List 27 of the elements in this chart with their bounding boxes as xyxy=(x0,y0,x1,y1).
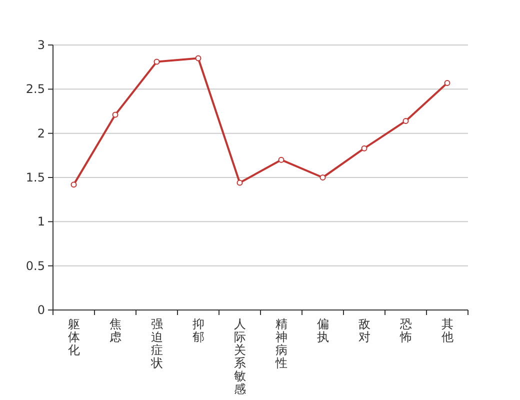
x-tick-label: 偏执 xyxy=(316,317,329,344)
point xyxy=(320,174,326,180)
point xyxy=(278,156,284,163)
point xyxy=(154,58,160,65)
point xyxy=(402,118,409,124)
point xyxy=(236,180,243,186)
point xyxy=(444,80,450,86)
x-tick-label: 精神病性 xyxy=(274,317,288,370)
x-tick-label: 恐怖 xyxy=(398,317,412,344)
y-tick-label: 0 xyxy=(37,303,45,317)
x-tick-label: 人际关系敏感 xyxy=(234,317,246,396)
x-tick-label: 抑郁 xyxy=(192,317,204,344)
y-tick-label: 1 xyxy=(37,214,45,229)
point xyxy=(361,145,368,152)
x-tick-label: 敌对 xyxy=(358,317,370,344)
y-tick-label: 1.5 xyxy=(26,170,45,184)
y-tick-label: 2 xyxy=(37,126,45,140)
x-tick-label: 焦虑 xyxy=(109,317,122,344)
point xyxy=(195,55,202,62)
point xyxy=(112,112,118,118)
x-tick-label: 其他 xyxy=(441,317,454,344)
y-tick-label: 3 xyxy=(37,38,45,52)
x-tick-label: 躯体化 xyxy=(68,317,80,357)
y-tick-label: 2.5 xyxy=(26,82,45,96)
x-tick-label: 强迫症状 xyxy=(150,317,163,370)
y-tick-label: 0.5 xyxy=(26,258,45,273)
point xyxy=(70,182,77,188)
